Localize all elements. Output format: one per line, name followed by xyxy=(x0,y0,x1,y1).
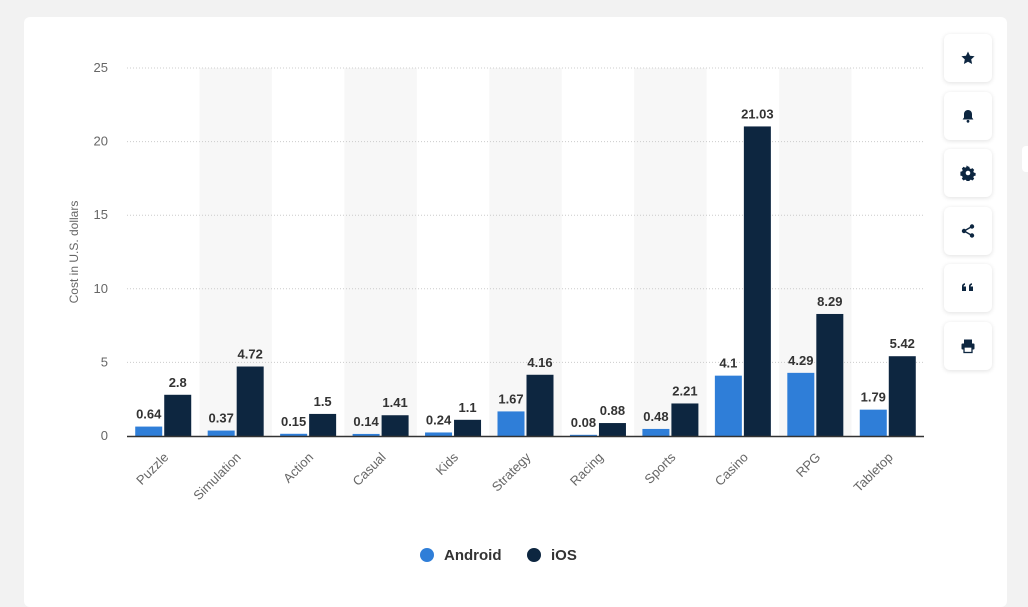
x-tick-label: Action xyxy=(280,450,316,486)
quote-icon xyxy=(962,283,973,291)
x-tick-label: Casual xyxy=(349,449,388,488)
data-label: 21.03 xyxy=(741,106,774,121)
y-tick-label: 10 xyxy=(94,281,108,296)
data-label: 0.14 xyxy=(353,414,379,429)
data-label: 0.88 xyxy=(600,403,625,418)
x-tick-label: Tabletop xyxy=(851,450,896,495)
y-tick-label: 20 xyxy=(94,134,108,149)
bar-ios xyxy=(598,423,626,436)
share-icon xyxy=(961,224,975,238)
data-label: 1.67 xyxy=(498,391,523,406)
bar-android xyxy=(642,428,670,436)
bar-android xyxy=(569,434,597,436)
data-label: 0.08 xyxy=(571,415,596,430)
x-tick-label: RPG xyxy=(793,450,824,481)
x-tick-label: Sports xyxy=(641,449,679,487)
data-label: 0.15 xyxy=(281,414,306,429)
data-label: 4.1 xyxy=(719,356,737,371)
bar-android xyxy=(280,433,308,436)
x-tick-label: Simulation xyxy=(190,450,244,504)
data-label: 2.8 xyxy=(169,375,187,390)
data-label: 0.37 xyxy=(209,411,234,426)
print-icon xyxy=(961,339,975,354)
y-axis-label: Cost in U.S. dollars xyxy=(67,201,81,304)
bar-android xyxy=(859,409,887,436)
bar-android xyxy=(714,375,742,436)
data-label: 0.64 xyxy=(136,407,162,422)
y-tick-label: 15 xyxy=(94,207,108,222)
data-label: 5.42 xyxy=(890,336,915,351)
star-icon xyxy=(961,51,975,64)
bar-android xyxy=(207,430,235,436)
data-label: 0.48 xyxy=(643,409,668,424)
category-band xyxy=(634,68,707,436)
data-label: 2.21 xyxy=(672,383,697,398)
favorite-button[interactable] xyxy=(944,34,992,82)
data-label: 1.5 xyxy=(314,394,332,409)
cite-button[interactable] xyxy=(944,264,992,312)
legend-label-ios: iOS xyxy=(551,547,577,564)
data-label: 1.79 xyxy=(861,390,886,405)
bar-ios xyxy=(816,313,844,436)
category-band xyxy=(489,68,562,436)
legend-marker-ios xyxy=(527,548,541,562)
x-tick-label: Strategy xyxy=(489,449,534,494)
notification-button[interactable] xyxy=(944,92,992,140)
settings-button[interactable] xyxy=(944,149,992,197)
bar-ios xyxy=(743,126,771,436)
bar-chart: 0 5 10 15 20 25 Cost in U.S. dollars 0.64 0.37 0.… xyxy=(67,60,924,564)
bar-android xyxy=(497,411,525,436)
bar-android xyxy=(425,432,453,436)
x-tick-label: Casino xyxy=(712,450,751,489)
bar-ios xyxy=(526,374,554,436)
bar-ios xyxy=(888,356,916,436)
bar-android xyxy=(135,426,163,436)
bar-ios xyxy=(671,403,699,436)
category-band xyxy=(344,68,417,436)
bar-android xyxy=(352,433,380,436)
legend-marker-android xyxy=(420,548,434,562)
legend-label-android: Android xyxy=(444,547,502,564)
bar-ios xyxy=(164,394,192,436)
x-tick-label: Racing xyxy=(567,450,606,489)
y-tick-label: 25 xyxy=(94,60,108,75)
bar-ios xyxy=(309,413,337,436)
y-tick-label: 0 xyxy=(101,428,108,443)
data-label: 1.1 xyxy=(459,400,477,415)
bar-android xyxy=(787,372,815,436)
data-label: 1.41 xyxy=(382,395,407,410)
x-tick-label: Kids xyxy=(433,449,462,478)
data-label: 4.16 xyxy=(527,355,552,370)
data-label: 0.24 xyxy=(426,412,452,427)
bar-ios xyxy=(236,366,264,436)
bar-ios xyxy=(454,419,482,436)
data-label: 4.72 xyxy=(238,347,263,362)
gear-icon xyxy=(960,165,976,181)
data-label: 8.29 xyxy=(817,294,842,309)
y-tick-label: 5 xyxy=(101,354,108,369)
x-tick-label: Puzzle xyxy=(133,450,171,488)
print-button[interactable] xyxy=(944,322,992,370)
data-label: 4.29 xyxy=(788,353,813,368)
bell-icon xyxy=(962,110,974,123)
bar-ios xyxy=(381,415,409,436)
side-panel-tab[interactable] xyxy=(1022,146,1028,172)
share-button[interactable] xyxy=(944,207,992,255)
